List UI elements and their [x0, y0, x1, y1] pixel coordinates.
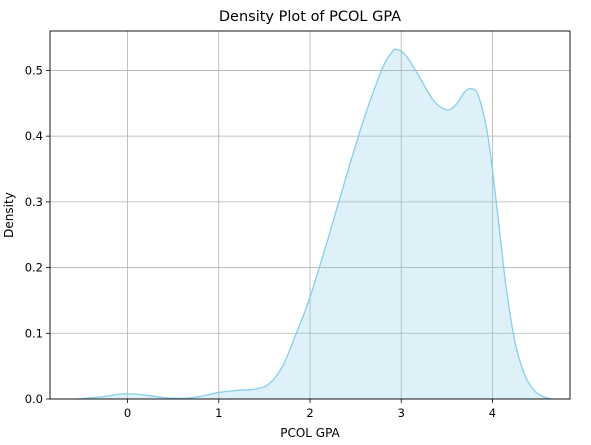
x-axis-label: PCOL GPA	[280, 426, 340, 440]
x-tick-label: 4	[489, 406, 496, 420]
x-tick-label: 2	[306, 406, 313, 420]
x-tick-label: 0	[124, 406, 131, 420]
density-fill	[77, 49, 552, 400]
x-tick-label: 3	[398, 406, 405, 420]
density-line	[77, 48, 552, 400]
y-tick-label: 0.3	[25, 195, 43, 209]
y-tick-label: 0.4	[25, 129, 43, 143]
chart-title: Density Plot of PCOL GPA	[219, 9, 401, 25]
y-tick-label: 0.5	[25, 63, 43, 77]
y-tick-label: 0.2	[25, 261, 43, 275]
y-axis-label: Density	[2, 192, 16, 238]
density-area	[77, 48, 552, 400]
y-tick-label: 0.0	[25, 392, 43, 406]
x-tick-label: 1	[215, 406, 222, 420]
y-tick-label: 0.1	[25, 326, 43, 340]
ticks: 0 1 2 3 4 0.0 0.1 0.2 0.3 0.4 0.5	[25, 63, 496, 420]
